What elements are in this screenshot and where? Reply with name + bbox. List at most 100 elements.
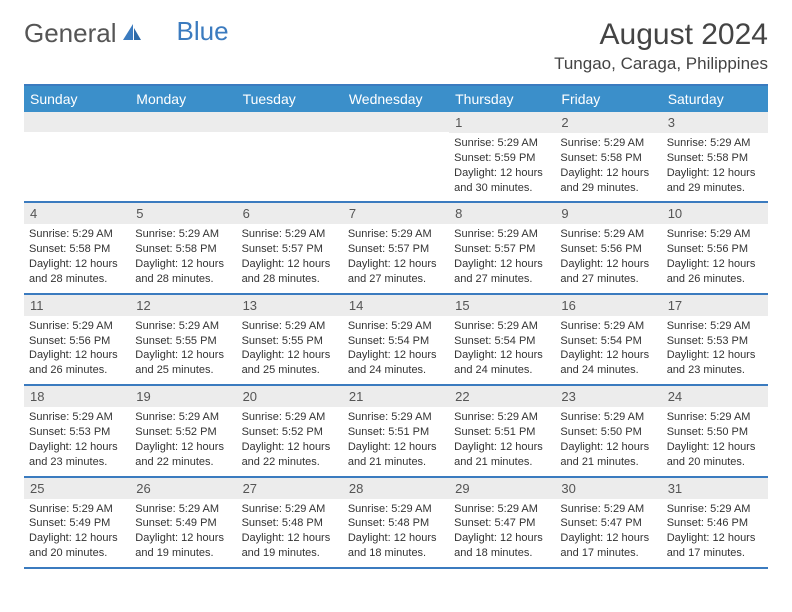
- day-cell: 25Sunrise: 5:29 AMSunset: 5:49 PMDayligh…: [24, 478, 130, 567]
- day-cell: 6Sunrise: 5:29 AMSunset: 5:57 PMDaylight…: [237, 203, 343, 292]
- day-number: 14: [343, 295, 449, 316]
- daylight-text: Daylight: 12 hours and 28 minutes.: [242, 257, 338, 287]
- week-row: 25Sunrise: 5:29 AMSunset: 5:49 PMDayligh…: [24, 478, 768, 569]
- day-body: Sunrise: 5:29 AMSunset: 5:57 PMDaylight:…: [237, 224, 343, 292]
- daylight-text: Daylight: 12 hours and 29 minutes.: [560, 166, 656, 196]
- day-body: Sunrise: 5:29 AMSunset: 5:51 PMDaylight:…: [449, 407, 555, 475]
- daylight-text: Daylight: 12 hours and 23 minutes.: [29, 440, 125, 470]
- logo: General Blue: [24, 18, 229, 49]
- day-cell: 10 Sunrise: 5:29 AMSunset: 5:56 PMDayligh…: [662, 203, 768, 292]
- weekday-header: Monday: [130, 86, 236, 112]
- day-number: 26: [130, 478, 236, 499]
- day-cell: 5Sunrise: 5:29 AMSunset: 5:58 PMDaylight…: [130, 203, 236, 292]
- day-number: 18: [24, 386, 130, 407]
- day-cell: [24, 112, 130, 201]
- day-body: Sunrise: 5:29 AMSunset: 5:59 PMDaylight:…: [449, 133, 555, 201]
- day-number: 10: [662, 203, 768, 224]
- day-cell: 9Sunrise: 5:29 AMSunset: 5:56 PMDaylight…: [555, 203, 661, 292]
- day-cell: 3Sunrise: 5:29 AMSunset: 5:58 PMDaylight…: [662, 112, 768, 201]
- sunset-text: Sunset: 5:57 PM: [348, 242, 444, 257]
- day-number: 22: [449, 386, 555, 407]
- day-body: Sunrise: 5:29 AMSunset: 5:52 PMDaylight:…: [237, 407, 343, 475]
- sunrise-text: Sunrise: 5:29 AM: [560, 227, 656, 242]
- day-cell: 11Sunrise: 5:29 AMSunset: 5:56 PMDayligh…: [24, 295, 130, 384]
- sunset-text: Sunset: 5:55 PM: [242, 334, 338, 349]
- day-body: [130, 132, 236, 190]
- sunset-text: Sunset: 5:53 PM: [29, 425, 125, 440]
- week-row: 4Sunrise: 5:29 AMSunset: 5:58 PMDaylight…: [24, 203, 768, 294]
- sunrise-text: Sunrise: 5:29 AM: [135, 410, 231, 425]
- sunrise-text: Sunrise: 5:29 AM: [560, 502, 656, 517]
- day-number: 28: [343, 478, 449, 499]
- day-number: 19: [130, 386, 236, 407]
- daylight-text: Daylight: 12 hours and 22 minutes.: [242, 440, 338, 470]
- weekday-header: Sunday: [24, 86, 130, 112]
- daylight-text: Daylight: 12 hours and 18 minutes.: [454, 531, 550, 561]
- day-number: [237, 112, 343, 132]
- day-cell: [130, 112, 236, 201]
- day-body: Sunrise: 5:29 AMSunset: 5:54 PMDaylight:…: [449, 316, 555, 384]
- calendar: SundayMondayTuesdayWednesdayThursdayFrid…: [24, 84, 768, 569]
- day-number: 21: [343, 386, 449, 407]
- day-number: 16: [555, 295, 661, 316]
- day-number: [343, 112, 449, 132]
- day-body: Sunrise: 5:29 AMSunset: 5:50 PMDaylight:…: [555, 407, 661, 475]
- day-body: Sunrise: 5:29 AMSunset: 5:49 PMDaylight:…: [130, 499, 236, 567]
- daylight-text: Daylight: 12 hours and 26 minutes.: [667, 257, 763, 287]
- day-body: Sunrise: 5:29 AMSunset: 5:52 PMDaylight:…: [130, 407, 236, 475]
- sunset-text: Sunset: 5:51 PM: [348, 425, 444, 440]
- day-body: Sunrise: 5:29 AMSunset: 5:54 PMDaylight:…: [555, 316, 661, 384]
- sunrise-text: Sunrise: 5:29 AM: [454, 410, 550, 425]
- day-cell: 27Sunrise: 5:29 AMSunset: 5:48 PMDayligh…: [237, 478, 343, 567]
- day-cell: 8Sunrise: 5:29 AMSunset: 5:57 PMDaylight…: [449, 203, 555, 292]
- daylight-text: Daylight: 12 hours and 21 minutes.: [454, 440, 550, 470]
- daylight-text: Daylight: 12 hours and 28 minutes.: [29, 257, 125, 287]
- week-row: 11Sunrise: 5:29 AMSunset: 5:56 PMDayligh…: [24, 295, 768, 386]
- day-cell: 2Sunrise: 5:29 AMSunset: 5:58 PMDaylight…: [555, 112, 661, 201]
- sunset-text: Sunset: 5:57 PM: [242, 242, 338, 257]
- sunrise-text: Sunrise: 5:29 AM: [348, 227, 444, 242]
- day-body: Sunrise: 5:29 AMSunset: 5:58 PMDaylight:…: [130, 224, 236, 292]
- weekday-header: Thursday: [449, 86, 555, 112]
- day-number: 30: [555, 478, 661, 499]
- day-cell: 1Sunrise: 5:29 AMSunset: 5:59 PMDaylight…: [449, 112, 555, 201]
- sunrise-text: Sunrise: 5:29 AM: [454, 502, 550, 517]
- logo-general: General: [24, 18, 117, 49]
- weekday-header-row: SundayMondayTuesdayWednesdayThursdayFrid…: [24, 86, 768, 112]
- daylight-text: Daylight: 12 hours and 21 minutes.: [348, 440, 444, 470]
- sunset-text: Sunset: 5:56 PM: [560, 242, 656, 257]
- sunset-text: Sunset: 5:56 PM: [667, 242, 763, 257]
- daylight-text: Daylight: 12 hours and 20 minutes.: [29, 531, 125, 561]
- day-cell: 15Sunrise: 5:29 AMSunset: 5:54 PMDayligh…: [449, 295, 555, 384]
- day-body: Sunrise: 5:29 AMSunset: 5:58 PMDaylight:…: [662, 133, 768, 201]
- sunset-text: Sunset: 5:58 PM: [135, 242, 231, 257]
- sunset-text: Sunset: 5:48 PM: [242, 516, 338, 531]
- sunset-text: Sunset: 5:56 PM: [29, 334, 125, 349]
- sunset-text: Sunset: 5:50 PM: [667, 425, 763, 440]
- day-cell: 20Sunrise: 5:29 AMSunset: 5:52 PMDayligh…: [237, 386, 343, 475]
- day-body: Sunrise: 5:29 AMSunset: 5:54 PMDaylight:…: [343, 316, 449, 384]
- day-cell: 30Sunrise: 5:29 AMSunset: 5:47 PMDayligh…: [555, 478, 661, 567]
- daylight-text: Daylight: 12 hours and 30 minutes.: [454, 166, 550, 196]
- sunrise-text: Sunrise: 5:29 AM: [242, 410, 338, 425]
- sunset-text: Sunset: 5:49 PM: [135, 516, 231, 531]
- day-body: [237, 132, 343, 190]
- location-label: Tungao, Caraga, Philippines: [554, 54, 768, 74]
- day-body: Sunrise: 5:29 AMSunset: 5:53 PMDaylight:…: [662, 316, 768, 384]
- sunrise-text: Sunrise: 5:29 AM: [348, 319, 444, 334]
- title-block: August 2024 Tungao, Caraga, Philippines: [554, 18, 768, 74]
- daylight-text: Daylight: 12 hours and 27 minutes.: [348, 257, 444, 287]
- day-number: 9: [555, 203, 661, 224]
- sunset-text: Sunset: 5:55 PM: [135, 334, 231, 349]
- sunset-text: Sunset: 5:52 PM: [135, 425, 231, 440]
- day-number: 1: [449, 112, 555, 133]
- day-number: 29: [449, 478, 555, 499]
- daylight-text: Daylight: 12 hours and 21 minutes.: [560, 440, 656, 470]
- day-cell: 16Sunrise: 5:29 AMSunset: 5:54 PMDayligh…: [555, 295, 661, 384]
- daylight-text: Daylight: 12 hours and 25 minutes.: [135, 348, 231, 378]
- sunrise-text: Sunrise: 5:29 AM: [560, 410, 656, 425]
- daylight-text: Daylight: 12 hours and 24 minutes.: [454, 348, 550, 378]
- day-body: Sunrise: 5:29 AMSunset: 5:48 PMDaylight:…: [237, 499, 343, 567]
- sunrise-text: Sunrise: 5:29 AM: [667, 227, 763, 242]
- sunrise-text: Sunrise: 5:29 AM: [454, 319, 550, 334]
